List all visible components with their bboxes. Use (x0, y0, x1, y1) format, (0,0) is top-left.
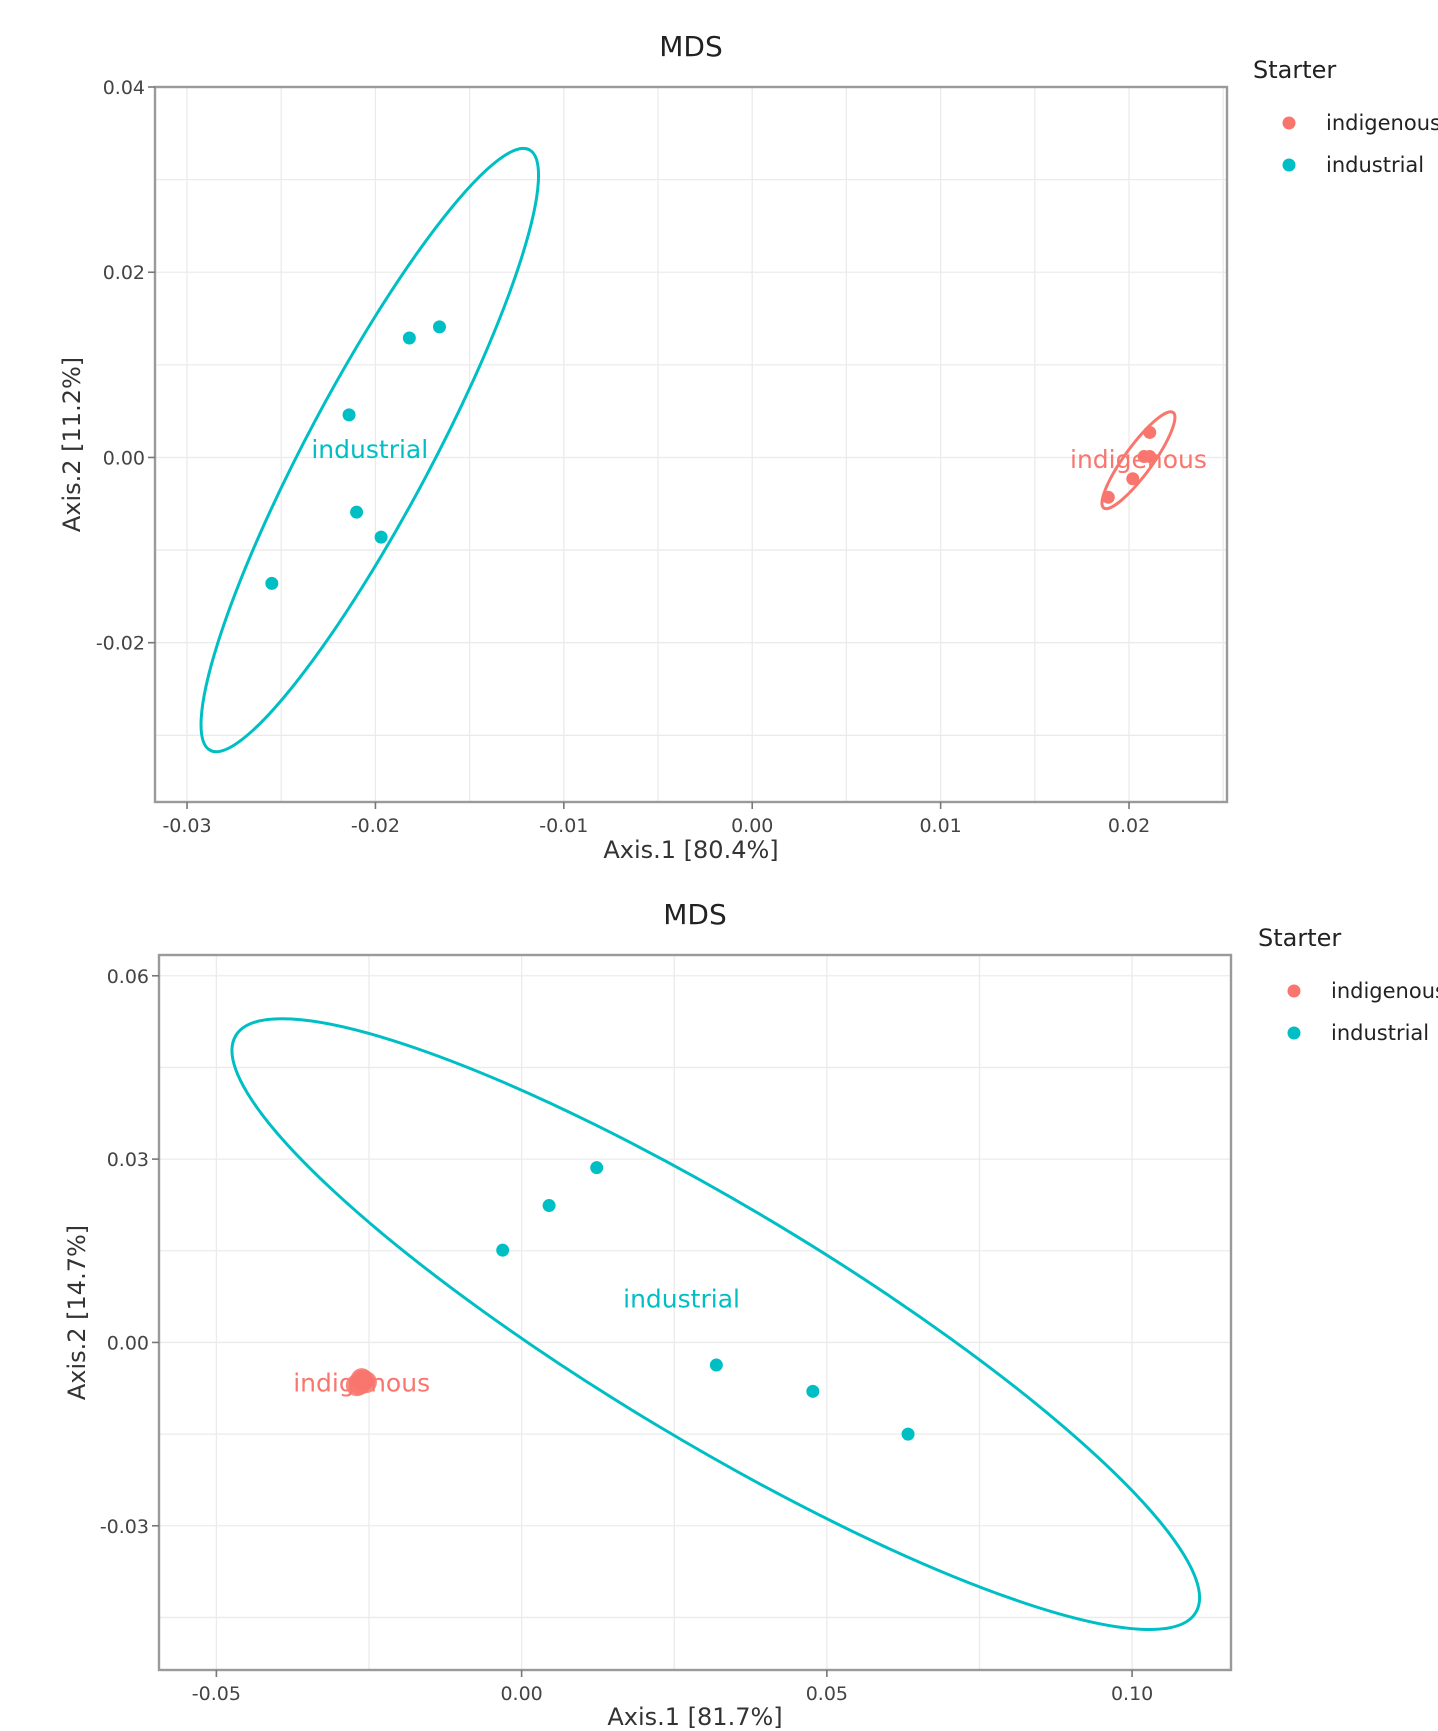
chart-panel-2: indigenous industrial -0.05 0.00 0.05 0.10 -0.… (63, 898, 1438, 1731)
legend-title: Starter (1258, 924, 1341, 952)
data-point-industrial (542, 1199, 556, 1213)
data-point-industrial (496, 1243, 510, 1257)
y-tick-label: -0.03 (100, 1516, 149, 1538)
group-label-industrial: industrial (623, 1285, 740, 1314)
plot-background (159, 955, 1231, 1670)
data-point-industrial (402, 331, 416, 345)
x-axis-label: Axis.1 [80.4%] (603, 836, 778, 864)
legend-title: Starter (1253, 56, 1336, 84)
x-tick-label: 0.00 (500, 1683, 542, 1705)
y-tick-label: 0.04 (103, 77, 145, 99)
data-point-industrial (432, 320, 446, 334)
y-tick-label: -0.02 (96, 633, 145, 655)
data-point-industrial (901, 1427, 915, 1441)
x-tick-label: 0.00 (731, 815, 773, 837)
data-point-industrial (342, 408, 356, 422)
data-point-indigenous (1143, 425, 1157, 439)
legend: Starter indigenous industrial (1258, 924, 1438, 1045)
chart-title: MDS (659, 30, 723, 63)
plot-background (155, 87, 1227, 802)
data-point-industrial (806, 1384, 820, 1398)
x-tick-label: -0.05 (192, 1683, 241, 1705)
confidence-ellipse-industrial (199, 146, 541, 754)
y-axis-label: Axis.2 [14.7%] (63, 1225, 91, 1400)
legend: Starter indigenous industrial (1253, 56, 1438, 177)
data-point-indigenous (1126, 472, 1140, 486)
group-label-industrial: industrial (311, 435, 428, 464)
y-axis-label: Axis.2 [11.2%] (58, 357, 86, 532)
y-tick-label: 0.00 (103, 447, 145, 469)
data-point-indigenous (1101, 490, 1115, 504)
chart-panel-1: indigenous industrial -0.03 -0.02 -0.01 0.00 0… (58, 30, 1438, 864)
y-tick-label: 0.03 (107, 1149, 149, 1171)
x-tick-label: -0.01 (539, 815, 588, 837)
x-tick-label: 0.10 (1111, 1683, 1153, 1705)
x-tick-label: 0.05 (806, 1683, 848, 1705)
data-point-industrial (265, 576, 279, 590)
plot-frame (157, 953, 1233, 1672)
y-tick-label: 0.00 (107, 1332, 149, 1354)
legend-key-indigenous (1287, 984, 1301, 998)
legend-key-indigenous (1282, 116, 1296, 130)
legend-key-industrial (1287, 1026, 1301, 1040)
data-point-indigenous (350, 1368, 373, 1391)
data-point-industrial (350, 505, 364, 519)
chart-title: MDS (663, 898, 727, 931)
x-tick-label: 0.02 (1108, 815, 1150, 837)
data-point-industrial (374, 530, 388, 544)
confidence-ellipse-indigenous (1100, 410, 1177, 511)
legend-label-indigenous: indigenous (1331, 979, 1438, 1003)
legend-label-industrial: industrial (1326, 153, 1424, 177)
x-tick-label: -0.03 (162, 815, 211, 837)
x-tick-label: 0.01 (919, 815, 961, 837)
data-point-indigenous (1143, 450, 1157, 464)
group-label-indigenous: indigenous (1070, 445, 1207, 474)
y-tick-label: 0.06 (107, 966, 149, 988)
x-axis-label: Axis.1 [81.7%] (607, 1703, 782, 1731)
legend-label-indigenous: indigenous (1326, 111, 1438, 135)
plot-frame (153, 85, 1229, 804)
x-tick-label: -0.02 (351, 815, 400, 837)
confidence-ellipse-industrial (230, 1017, 1202, 1631)
data-point-industrial (590, 1161, 604, 1175)
legend-key-industrial (1282, 158, 1296, 172)
group-label-indigenous: indigenous (293, 1368, 430, 1397)
data-point-industrial (709, 1358, 723, 1372)
y-tick-label: 0.02 (103, 262, 145, 284)
legend-label-industrial: industrial (1331, 1021, 1429, 1045)
